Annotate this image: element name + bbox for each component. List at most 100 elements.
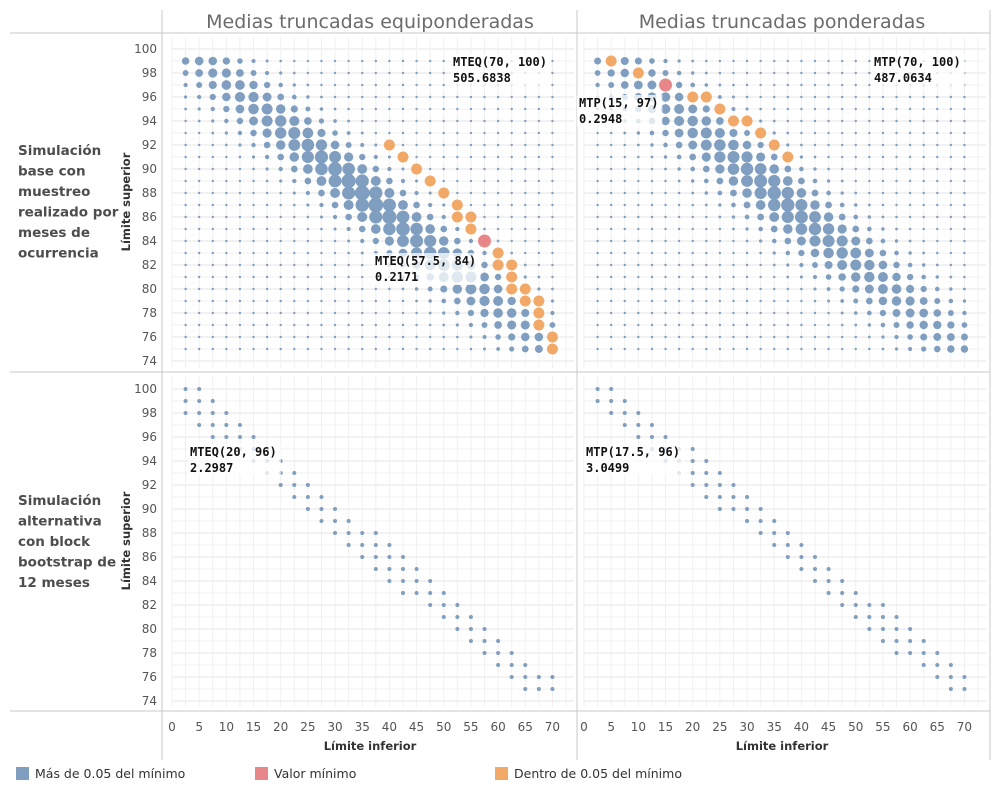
point-above-threshold	[320, 95, 323, 99]
point-above-threshold	[279, 299, 282, 303]
point-above-threshold	[279, 239, 282, 243]
point-above-threshold	[867, 615, 872, 619]
point-above-threshold	[854, 143, 857, 147]
point-above-threshold	[949, 131, 953, 135]
point-above-threshold	[346, 543, 351, 547]
point-above-threshold	[197, 287, 201, 291]
point-above-threshold	[237, 58, 243, 64]
point-above-threshold	[674, 115, 685, 127]
point-above-threshold	[660, 92, 671, 102]
legend-label: Dentro de 0.05 del mínimo	[514, 766, 682, 781]
legend-swatch	[495, 767, 508, 780]
point-above-threshold	[637, 335, 640, 339]
point-above-threshold	[415, 131, 418, 135]
point-above-threshold	[275, 104, 286, 114]
point-above-threshold	[867, 203, 871, 207]
point-near-minimum	[546, 343, 558, 355]
point-above-threshold	[781, 210, 794, 224]
point-above-threshold	[238, 287, 242, 291]
point-above-threshold	[786, 275, 790, 279]
point-above-threshold	[664, 263, 667, 267]
point-above-threshold	[293, 299, 296, 303]
point-above-threshold	[637, 179, 640, 183]
annotation-value: 0.2171	[375, 270, 418, 284]
point-above-threshold	[922, 167, 925, 171]
point-near-minimum	[755, 127, 767, 139]
point-above-threshold	[894, 651, 899, 655]
point-above-threshold	[347, 263, 350, 267]
point-above-threshold	[675, 141, 683, 149]
point-above-threshold	[211, 179, 214, 183]
point-above-threshold	[289, 152, 300, 162]
point-above-threshold	[704, 495, 709, 499]
point-above-threshold	[689, 153, 697, 161]
point-above-threshold	[225, 215, 228, 219]
point-above-threshold	[609, 191, 613, 195]
point-above-threshold	[881, 167, 885, 171]
point-above-threshold	[799, 555, 804, 559]
point-above-threshold	[550, 675, 555, 679]
point-above-threshold	[483, 167, 486, 171]
point-above-threshold	[328, 162, 342, 176]
point-above-threshold	[468, 639, 473, 643]
point-above-threshold	[963, 155, 966, 159]
point-above-threshold	[661, 116, 670, 126]
point-above-threshold	[674, 92, 684, 102]
point-above-threshold	[225, 299, 228, 303]
point-above-threshold	[524, 167, 527, 171]
annotation-label: MTP(17.5, 96)	[586, 445, 680, 459]
point-above-threshold	[373, 531, 378, 535]
point-above-threshold	[677, 191, 681, 195]
point-above-threshold	[388, 311, 391, 315]
x-tick-label: 45	[821, 720, 836, 734]
point-above-threshold	[274, 127, 287, 139]
point-above-threshold	[690, 166, 696, 172]
point-above-threshold	[456, 131, 459, 135]
annotation-background	[188, 444, 281, 476]
point-above-threshold	[238, 251, 242, 255]
point-above-threshold	[594, 57, 602, 65]
point-above-threshold	[812, 579, 817, 583]
point-above-threshold	[906, 273, 914, 281]
point-above-threshold	[482, 651, 487, 655]
point-above-threshold	[249, 116, 259, 126]
point-above-threshold	[225, 347, 228, 351]
point-above-threshold	[732, 323, 735, 327]
point-above-threshold	[770, 153, 778, 161]
y-tick-label: 80	[142, 622, 157, 636]
point-above-threshold	[868, 119, 871, 123]
point-above-threshold	[636, 411, 641, 415]
point-above-threshold	[428, 119, 432, 123]
point-above-threshold	[718, 203, 722, 207]
point-above-threshold	[840, 323, 844, 327]
point-above-threshold	[415, 59, 418, 63]
point-above-threshold	[347, 239, 351, 243]
point-above-threshold	[361, 323, 364, 327]
point-above-threshold	[396, 210, 410, 224]
point-above-threshold	[607, 69, 615, 77]
point-above-threshold	[384, 188, 395, 198]
point-above-threshold	[664, 299, 667, 303]
point-above-threshold	[454, 297, 461, 305]
point-above-threshold	[637, 227, 640, 231]
annotation-label: MTP(70, 100)	[874, 55, 961, 69]
point-above-threshold	[346, 131, 351, 135]
point-above-threshold	[637, 203, 640, 207]
point-above-threshold	[864, 248, 874, 258]
point-above-threshold	[596, 131, 599, 135]
point-above-threshold	[428, 202, 433, 208]
point-above-threshold	[922, 107, 925, 111]
point-above-threshold	[852, 285, 860, 293]
point-above-threshold	[705, 311, 708, 315]
point-above-threshold	[609, 215, 613, 219]
point-above-threshold	[341, 173, 356, 189]
point-above-threshold	[650, 191, 654, 195]
point-above-threshold	[596, 167, 599, 171]
point-above-threshold	[759, 323, 762, 327]
point-above-threshold	[892, 272, 901, 282]
point-above-threshold	[622, 411, 627, 415]
point-above-threshold	[292, 71, 296, 75]
point-above-threshold	[509, 651, 514, 655]
point-above-threshold	[691, 347, 694, 351]
point-above-threshold	[623, 287, 626, 291]
